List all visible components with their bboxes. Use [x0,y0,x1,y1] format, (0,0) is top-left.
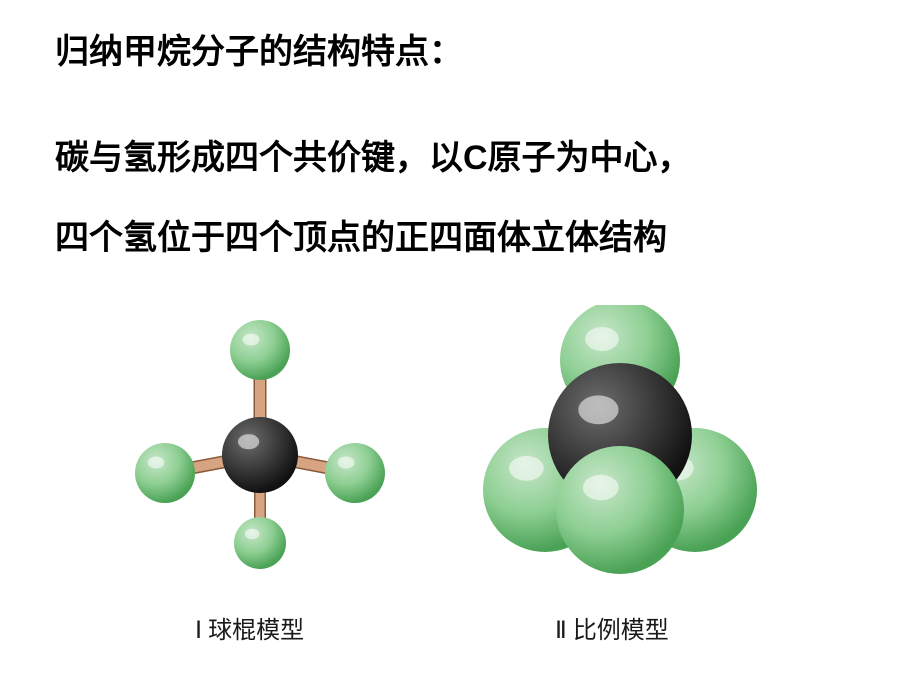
ball-stick-svg [120,305,400,585]
caption-ball-stick: Ⅰ 球棍模型 [195,610,304,645]
title: 归纳甲烷分子的结构特点： [55,24,463,73]
space-filling-svg [470,305,770,585]
space-filling-model [470,305,770,585]
caption-space-filling: Ⅱ 比例模型 [555,610,669,645]
ball-stick-model [120,305,400,585]
body-line-1: 碳与氢形成四个共价键，以C原子为中心， [55,130,692,179]
body-line-2: 四个氢位于四个顶点的正四面体立体结构 [55,210,667,259]
